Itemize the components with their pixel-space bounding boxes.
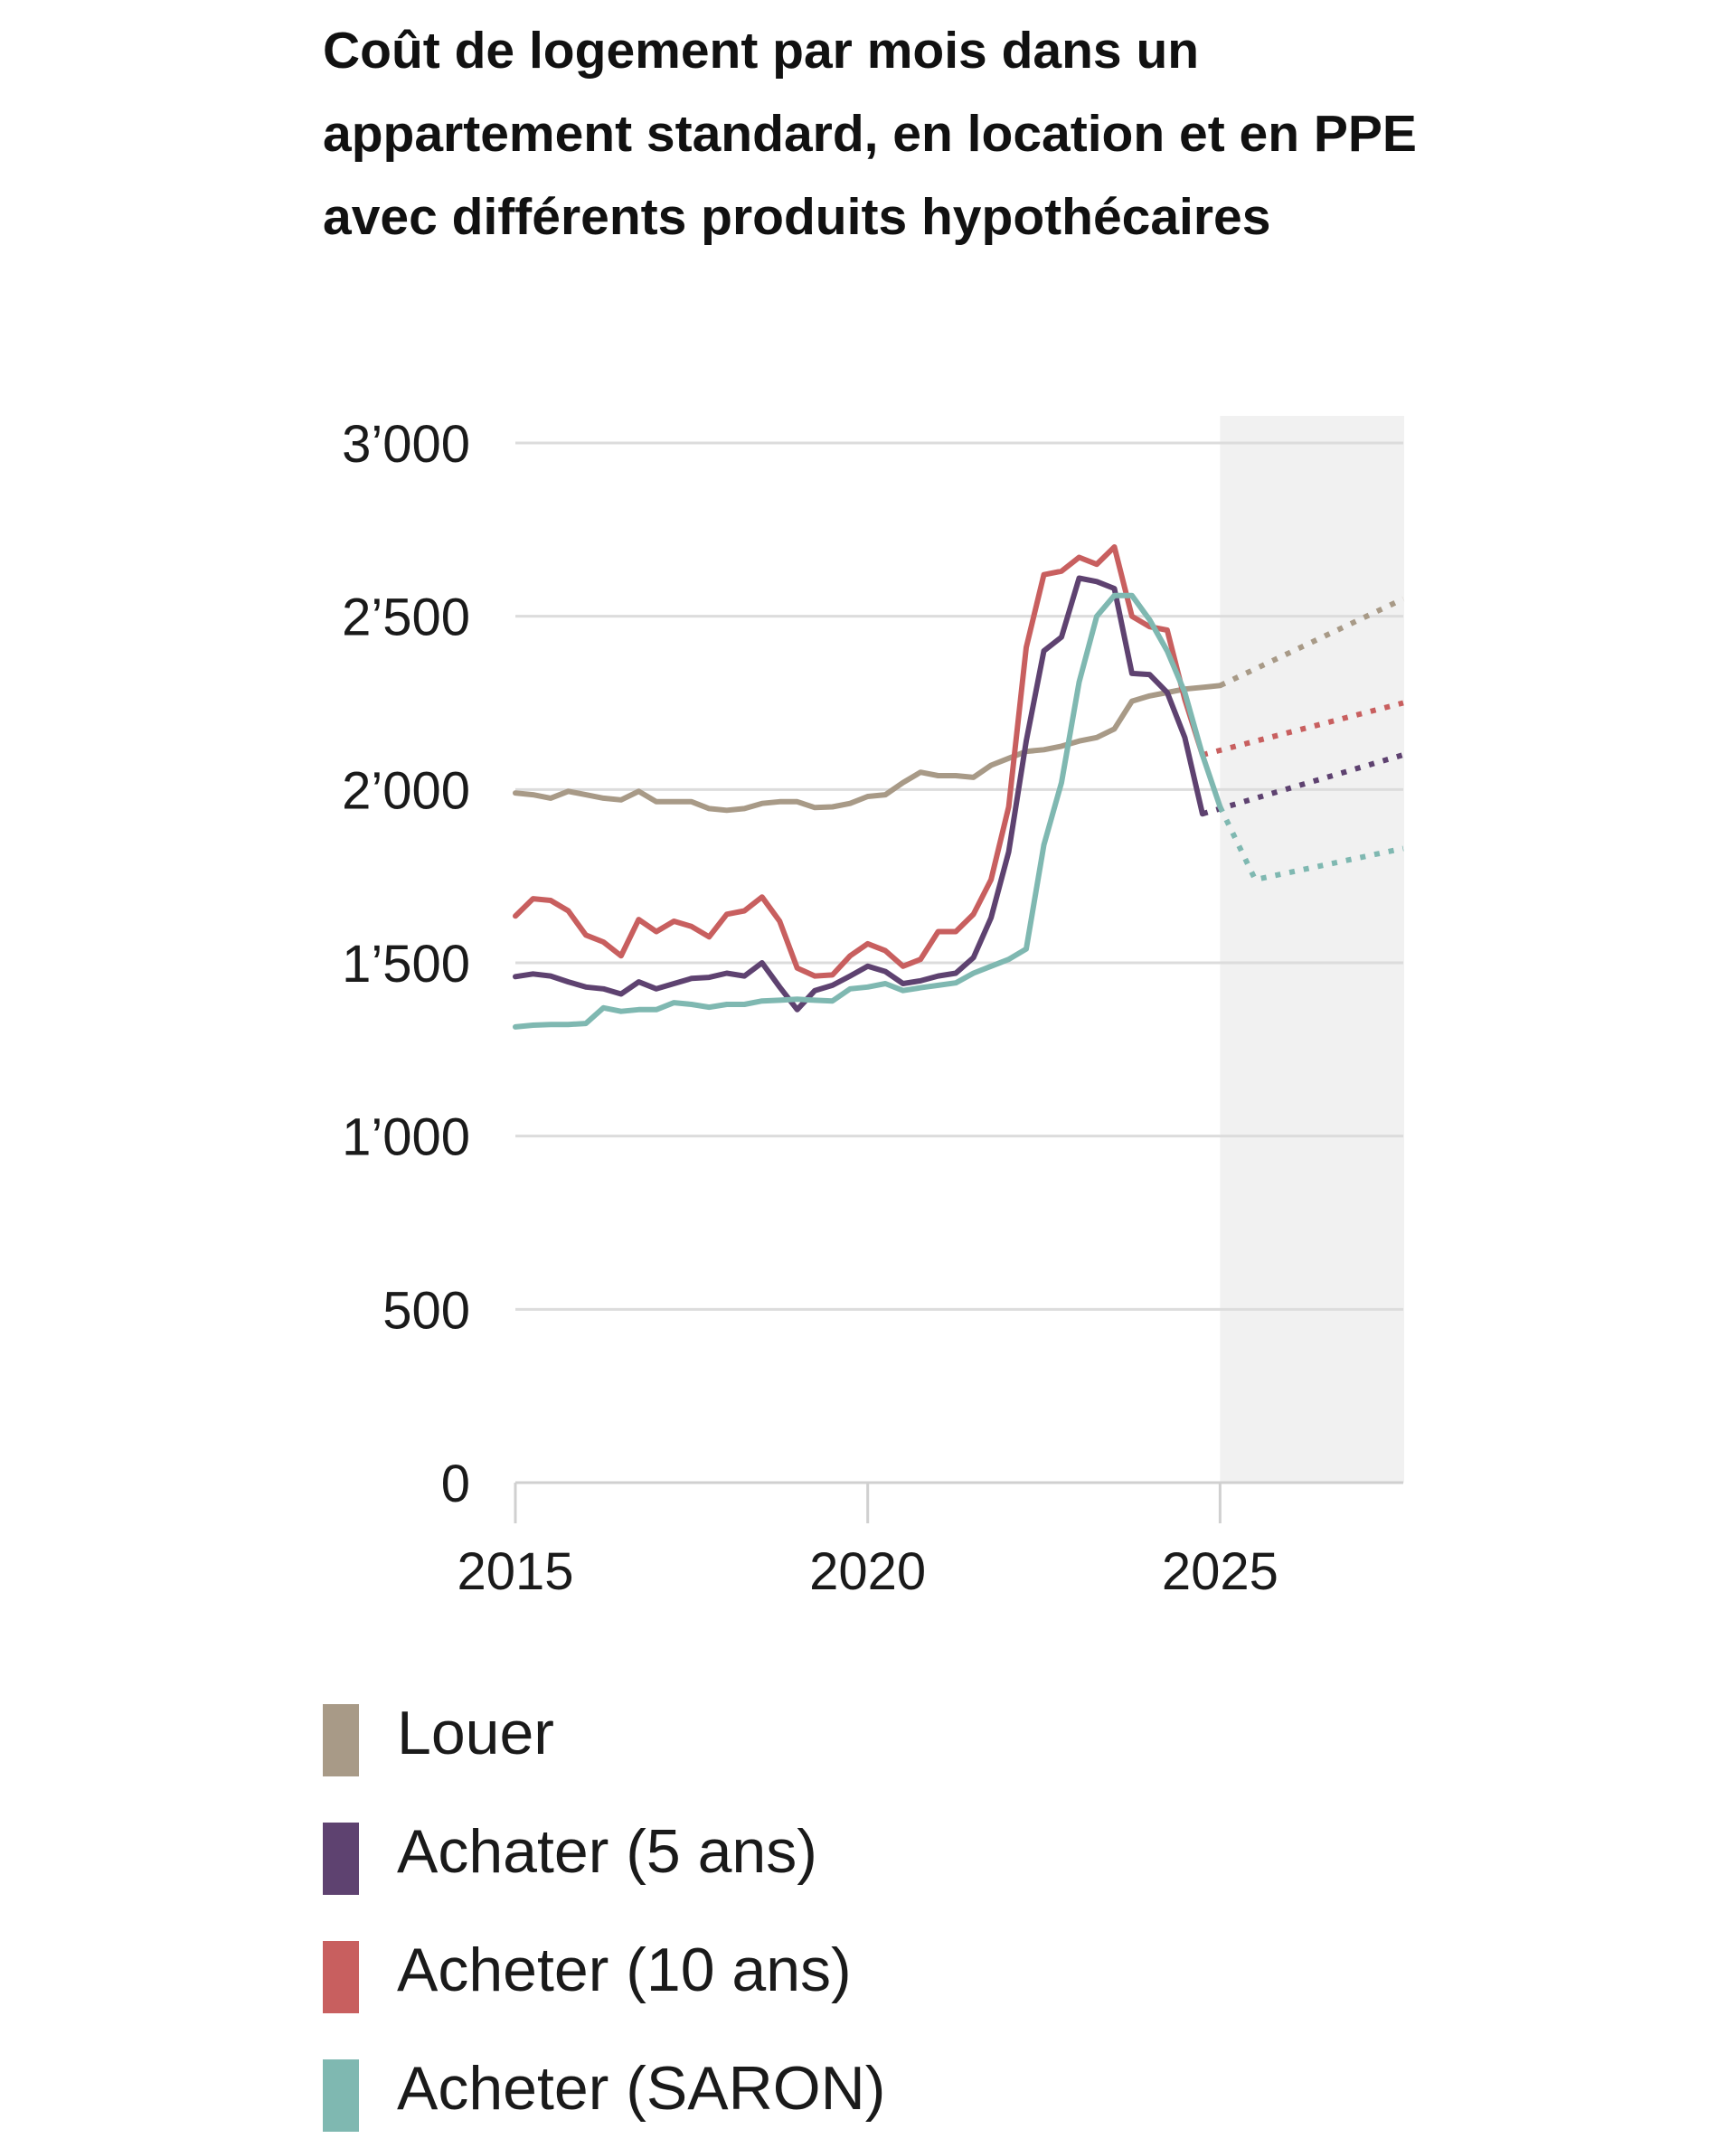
legend-swatch-acheter-saron <box>323 2059 359 2132</box>
series-line-achater-5-ans <box>513 575 1205 1013</box>
series-line-louer <box>513 683 1223 814</box>
series-line-acheter-saron <box>513 592 1223 1030</box>
y-tick-label-0: 0 <box>441 1455 470 1513</box>
legend-swatch-acheter-10-ans <box>323 1941 359 2013</box>
y-tick-label-1500: 1’500 <box>342 935 470 994</box>
chart-title: Coût de logement par mois dans un appart… <box>323 22 1417 246</box>
x-tick-label-2015: 2015 <box>457 1542 573 1601</box>
y-tick-label-3000: 3’000 <box>342 415 470 474</box>
legend-label-acheter-saron: Acheter (SARON) <box>397 2054 886 2123</box>
forecast-region <box>1220 416 1404 1483</box>
line-chart: 0 500 1’000 1’500 2’000 2’500 3’000 2015 2020 202… <box>342 415 1405 1601</box>
forecast-line-louer <box>1219 596 1405 689</box>
x-tick-label-2020: 2020 <box>809 1542 926 1601</box>
legend-swatch-louer <box>323 1704 359 1776</box>
y-tick-label-2500: 2’500 <box>342 589 470 647</box>
y-tick-label-1000: 1’000 <box>342 1108 470 1167</box>
y-tick-label-500: 500 <box>382 1281 470 1340</box>
legend-swatch-achater-5-ans <box>323 1823 359 1895</box>
forecast-line-acheter-10-ans <box>1202 700 1404 758</box>
forecast-line-achater-5-ans <box>1202 752 1404 817</box>
y-tick-label-2000: 2’000 <box>342 761 470 820</box>
series-line-acheter-10-ans <box>513 544 1205 979</box>
x-tick-label-2025: 2025 <box>1162 1542 1278 1601</box>
legend-label-achater-5-ans: Achater (5 ans) <box>397 1817 817 1886</box>
legend-label-louer: Louer <box>397 1699 554 1767</box>
legend-label-acheter-10-ans: Acheter (10 ans) <box>397 1936 852 2004</box>
